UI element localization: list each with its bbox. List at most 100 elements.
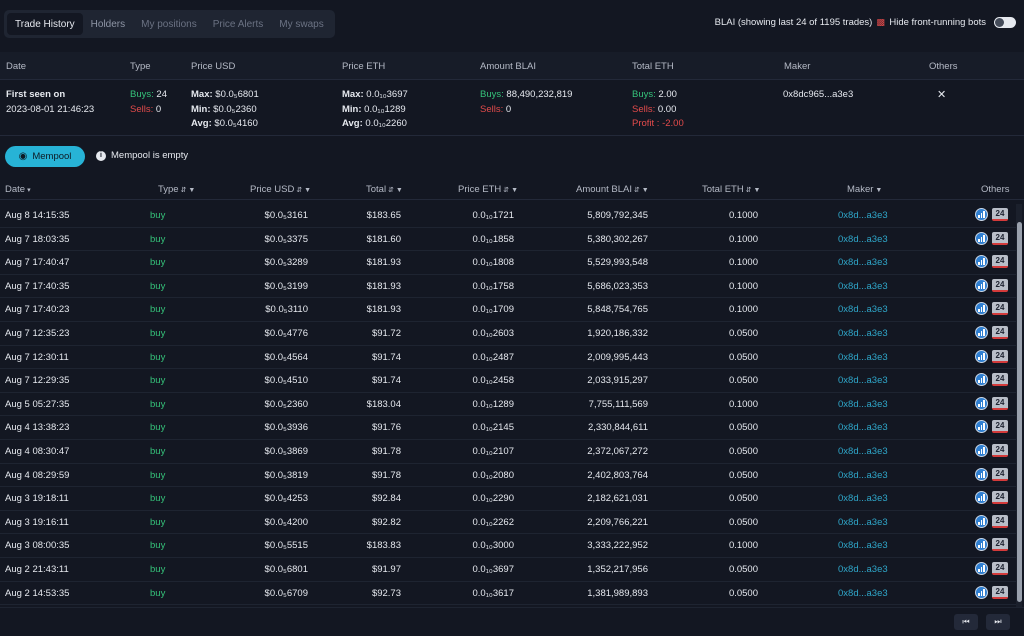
row-type: buy: [150, 210, 166, 221]
summary-maker-link[interactable]: 0x8dc965...a3e3: [783, 89, 854, 100]
row-maker-link[interactable]: 0x8d...a3e3: [838, 422, 888, 434]
chart-icon[interactable]: [975, 373, 988, 387]
row-amount: 5,809,792,345: [587, 210, 648, 221]
chart-icon[interactable]: [975, 325, 988, 339]
row-maker-link[interactable]: 0x8d...a3e3: [838, 398, 888, 410]
chart-icon[interactable]: [975, 585, 988, 599]
row-price-usd: $0.0₅4564: [264, 351, 308, 363]
header-maker[interactable]: Maker ▼: [847, 184, 883, 195]
count-badge[interactable]: 24: [992, 514, 1008, 528]
table-row[interactable]: Aug 7 17:40:23 buy $0.0₅3110 $181.93 0.0₁₀17…: [0, 298, 1016, 322]
count-badge[interactable]: 24: [992, 373, 1008, 387]
count-badge[interactable]: 24: [992, 231, 1008, 245]
amount-buys: 88,490,232,819: [506, 89, 573, 100]
chart-icon[interactable]: [975, 491, 988, 505]
chart-icon[interactable]: [975, 420, 988, 434]
table-row[interactable]: Aug 7 17:40:35 buy $0.0₅3199 $181.93 0.0₁₀17…: [0, 275, 1016, 299]
tab-price-alerts[interactable]: Price Alerts: [212, 18, 264, 30]
count-badge[interactable]: 24: [992, 420, 1008, 434]
eth-avg-label: Avg:: [342, 118, 363, 129]
row-others: 24: [975, 514, 1008, 528]
tab-my-swaps[interactable]: My swaps: [279, 18, 324, 30]
table-row[interactable]: Aug 5 05:27:35 buy $0.0₅2360 $183.04 0.0₁₀12…: [0, 393, 1016, 417]
tab-my-positions[interactable]: My positions: [141, 18, 197, 30]
table-row[interactable]: Aug 2 21:43:11 buy $0.0₅6801 $91.97 0.0₁₀369…: [0, 558, 1016, 582]
count-badge[interactable]: 24: [992, 443, 1008, 457]
row-maker-link[interactable]: 0x8d...a3e3: [838, 469, 888, 481]
row-total-eth: 0.1000: [728, 210, 758, 221]
chart-icon[interactable]: [975, 396, 988, 410]
count-badge[interactable]: 24: [992, 302, 1008, 316]
table-row[interactable]: Aug 7 12:35:23 buy $0.0₅4776 $91.72 0.0₁₀260…: [0, 322, 1016, 346]
header-date[interactable]: Date ▾: [5, 184, 31, 195]
header-type[interactable]: Type ⇵ ▼: [158, 184, 196, 195]
prev-page-button[interactable]: ⏮: [954, 614, 978, 630]
row-date: Aug 7 17:40:23: [5, 304, 70, 316]
tab-holders[interactable]: Holders: [90, 18, 126, 30]
close-icon[interactable]: ✕: [937, 89, 947, 101]
row-maker-link[interactable]: 0x8d...a3e3: [838, 563, 888, 575]
chart-icon[interactable]: [975, 443, 988, 457]
table-row[interactable]: Aug 2 14:53:35 buy $0.0₅6709 $92.73 0.0₁₀361…: [0, 582, 1016, 606]
row-total-eth: 0.1000: [728, 280, 758, 292]
table-row[interactable]: Aug 3 19:18:11 buy $0.0₅4253 $92.84 0.0₁₀229…: [0, 487, 1016, 511]
row-maker-link[interactable]: 0x8d...a3e3: [838, 304, 888, 316]
table-row[interactable]: Aug 4 13:38:23 buy $0.0₅3936 $91.76 0.0₁₀214…: [0, 416, 1016, 440]
row-maker-link[interactable]: 0x8d...a3e3: [838, 280, 888, 292]
table-row[interactable]: Aug 7 17:40:47 buy $0.0₅3289 $181.93 0.0₁₀18…: [0, 251, 1016, 275]
chart-icon[interactable]: [975, 231, 988, 245]
row-maker-link[interactable]: 0x8d...a3e3: [838, 233, 888, 245]
row-maker-link[interactable]: 0x8d...a3e3: [838, 587, 888, 599]
count-badge[interactable]: 24: [992, 325, 1008, 339]
count-badge[interactable]: 24: [992, 349, 1008, 363]
row-maker-link[interactable]: 0x8d...a3e3: [838, 445, 888, 457]
table-row[interactable]: Aug 4 08:29:59 buy $0.0₅3819 $91.78 0.0₁₀208…: [0, 464, 1016, 488]
count-badge[interactable]: 24: [992, 278, 1008, 292]
table-row[interactable]: Aug 7 12:29:35 buy $0.0₅4510 $91.74 0.0₁₀245…: [0, 369, 1016, 393]
trade-count-text: BLAI (showing last 24 of 1195 trades): [714, 17, 873, 28]
count-badge[interactable]: 24: [992, 208, 1008, 221]
row-maker-link[interactable]: 0x8d...a3e3: [838, 351, 888, 363]
tab-trade-history[interactable]: Trade History: [7, 13, 83, 35]
header-price-usd[interactable]: Price USD ⇵ ▼: [250, 184, 312, 195]
count-badge[interactable]: 24: [992, 561, 1008, 575]
row-maker-link[interactable]: 0x8d...a3e3: [838, 375, 888, 387]
table-row[interactable]: Aug 7 12:30:11 buy $0.0₅4564 $91.74 0.0₁₀248…: [0, 346, 1016, 370]
table-row[interactable]: Aug 4 08:30:47 buy $0.0₅3869 $91.78 0.0₁₀210…: [0, 440, 1016, 464]
count-badge[interactable]: 24: [992, 396, 1008, 410]
header-price-eth[interactable]: Price ETH ⇵ ▼: [458, 184, 519, 195]
table-row[interactable]: Aug 3 19:16:11 buy $0.0₅4200 $92.82 0.0₁₀226…: [0, 511, 1016, 535]
row-maker-link[interactable]: 0x8d...a3e3: [838, 540, 888, 552]
chart-icon[interactable]: [975, 467, 988, 481]
row-date: Aug 4 08:29:59: [5, 469, 70, 481]
chart-icon[interactable]: [975, 302, 988, 316]
chart-icon[interactable]: [975, 538, 988, 552]
chart-icon[interactable]: [975, 561, 988, 575]
next-page-button[interactable]: ⏭: [986, 614, 1010, 630]
row-maker-link[interactable]: 0x8d...a3e3: [838, 493, 888, 505]
mempool-button[interactable]: ◉ Mempool: [5, 146, 85, 167]
scrollbar-thumb[interactable]: [1017, 222, 1022, 602]
hide-bots-toggle[interactable]: [994, 17, 1016, 28]
count-badge[interactable]: 24: [992, 538, 1008, 552]
chart-icon[interactable]: [975, 514, 988, 528]
table-row[interactable]: Aug 8 14:15:35 buy $0.0₅3161 $183.65 0.0₁₀17…: [0, 204, 1016, 228]
chart-icon[interactable]: [975, 349, 988, 363]
row-maker-link[interactable]: 0x8d...a3e3: [838, 210, 888, 221]
chart-icon[interactable]: [975, 278, 988, 292]
chart-icon[interactable]: [975, 255, 988, 269]
table-row[interactable]: Aug 7 18:03:35 buy $0.0₅3375 $181.60 0.0₁₀18…: [0, 228, 1016, 252]
row-maker-link[interactable]: 0x8d...a3e3: [838, 257, 888, 269]
table-row[interactable]: Aug 3 08:00:35 buy $0.0₅5515 $183.83 0.0₁₀30…: [0, 534, 1016, 558]
header-total[interactable]: Total ⇵ ▼: [366, 184, 403, 195]
count-badge[interactable]: 24: [992, 255, 1008, 269]
count-badge[interactable]: 24: [992, 467, 1008, 481]
row-maker-link[interactable]: 0x8d...a3e3: [838, 327, 888, 339]
row-total: $91.78: [371, 469, 401, 481]
count-badge[interactable]: 24: [992, 585, 1008, 599]
header-total-eth[interactable]: Total ETH ⇵ ▼: [702, 184, 761, 195]
header-amount[interactable]: Amount BLAI ⇵ ▼: [576, 184, 649, 195]
row-maker-link[interactable]: 0x8d...a3e3: [838, 516, 888, 528]
count-badge[interactable]: 24: [992, 491, 1008, 505]
chart-icon[interactable]: [975, 208, 988, 221]
